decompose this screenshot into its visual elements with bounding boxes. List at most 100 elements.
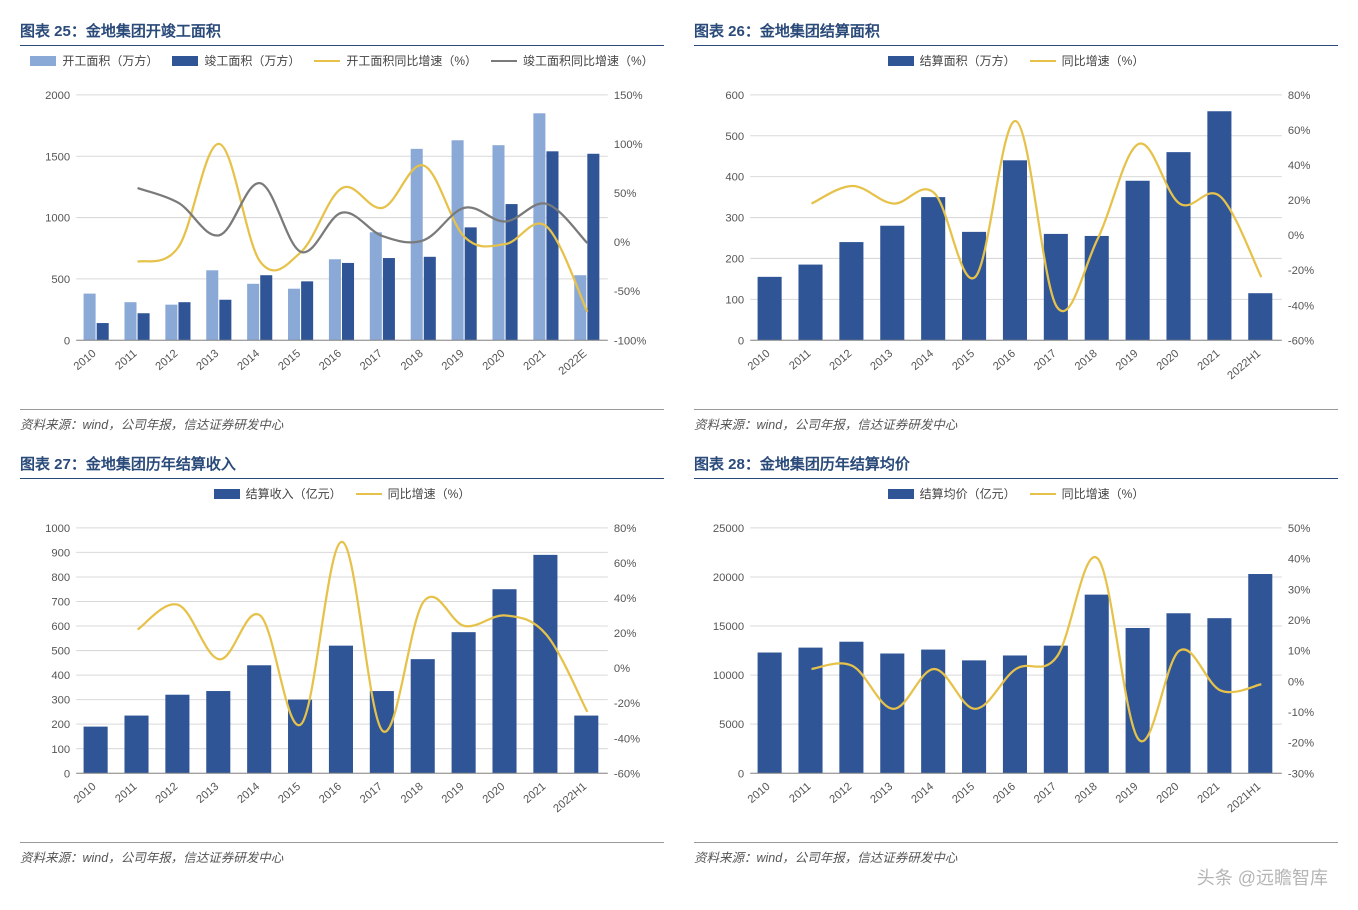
legend-bar-swatch	[888, 489, 914, 499]
legend-bar-swatch	[172, 56, 198, 66]
chart-title: 图表 26：金地集团结算面积	[694, 20, 1338, 46]
svg-text:1500: 1500	[45, 151, 70, 163]
svg-text:15000: 15000	[713, 621, 744, 633]
chart-title: 图表 25：金地集团开竣工面积	[20, 20, 664, 46]
chart-svg-25: 0500100015002000-100%-50%0%50%100%150%20…	[20, 73, 664, 403]
svg-text:2015: 2015	[950, 348, 977, 373]
chart-panel-25: 图表 25：金地集团开竣工面积 开工面积（万方） 竣工面积（万方） 开工面积同比增速…	[20, 20, 664, 433]
svg-text:0: 0	[64, 768, 70, 780]
svg-text:20000: 20000	[713, 572, 744, 584]
svg-text:50%: 50%	[1288, 523, 1311, 535]
svg-text:150%: 150%	[614, 90, 643, 102]
svg-text:2013: 2013	[868, 781, 895, 806]
svg-text:500: 500	[51, 646, 70, 658]
svg-text:-40%: -40%	[614, 733, 640, 745]
svg-text:40%: 40%	[614, 593, 637, 605]
svg-text:2020: 2020	[481, 781, 508, 806]
svg-text:300: 300	[51, 695, 70, 707]
svg-text:-20%: -20%	[1288, 738, 1314, 750]
legend-item: 竣工面积（万方）	[172, 52, 300, 69]
legend-line-swatch	[1030, 60, 1056, 62]
legend-label: 竣工面积同比增速（%）	[523, 52, 654, 69]
svg-text:-10%: -10%	[1288, 707, 1314, 719]
legend-label: 同比增速（%）	[1062, 485, 1145, 502]
svg-text:80%: 80%	[1288, 90, 1311, 102]
legend-line-swatch	[314, 60, 340, 62]
svg-text:2010: 2010	[746, 348, 773, 373]
svg-text:900: 900	[51, 548, 70, 560]
svg-text:2013: 2013	[868, 348, 895, 373]
legend-bar-swatch	[30, 56, 56, 66]
svg-text:0: 0	[738, 335, 744, 347]
svg-text:40%: 40%	[1288, 554, 1311, 566]
svg-text:200: 200	[51, 719, 70, 731]
svg-text:2016: 2016	[317, 348, 344, 373]
svg-text:2020: 2020	[481, 348, 508, 373]
source-text: 资料来源：wind，公司年报，信达证券研发中心	[694, 842, 1338, 866]
chart-panel-28: 图表 28：金地集团历年结算均价 结算均价（亿元）同比增速（%） 0500010…	[694, 453, 1338, 866]
svg-text:2021: 2021	[1196, 781, 1223, 806]
svg-text:0%: 0%	[614, 237, 630, 249]
svg-text:2010: 2010	[746, 781, 773, 806]
svg-text:2021H1: 2021H1	[1225, 781, 1263, 815]
svg-text:200: 200	[725, 254, 744, 266]
svg-text:0: 0	[738, 768, 744, 780]
legend-label: 开工面积（万方）	[62, 52, 158, 69]
legend-label: 同比增速（%）	[1062, 52, 1145, 69]
svg-text:400: 400	[51, 670, 70, 682]
svg-text:2022E: 2022E	[557, 347, 590, 377]
legend-label: 竣工面积（万方）	[204, 52, 300, 69]
svg-text:0%: 0%	[614, 663, 630, 675]
svg-text:-30%: -30%	[1288, 768, 1314, 780]
svg-text:-40%: -40%	[1288, 300, 1314, 312]
svg-text:2016: 2016	[317, 781, 344, 806]
svg-text:2016: 2016	[991, 348, 1018, 373]
source-text: 资料来源：wind，公司年报，信达证券研发中心	[694, 409, 1338, 433]
svg-text:2014: 2014	[909, 348, 936, 373]
svg-text:2018: 2018	[399, 781, 426, 806]
svg-text:2013: 2013	[194, 781, 221, 806]
svg-text:80%: 80%	[614, 523, 637, 535]
legend-item: 同比增速（%）	[1030, 52, 1145, 69]
svg-text:2011: 2011	[787, 781, 813, 806]
svg-text:1000: 1000	[45, 213, 70, 225]
svg-text:-20%: -20%	[1288, 265, 1314, 277]
chart-title: 图表 27：金地集团历年结算收入	[20, 453, 664, 479]
legend-label: 结算面积（万方）	[920, 52, 1016, 69]
svg-text:2017: 2017	[358, 348, 385, 373]
svg-text:60%: 60%	[614, 558, 637, 570]
svg-text:2014: 2014	[235, 781, 262, 806]
svg-text:2020: 2020	[1155, 348, 1182, 373]
svg-text:500: 500	[725, 131, 744, 143]
svg-text:2022H1: 2022H1	[1225, 348, 1263, 382]
svg-text:2015: 2015	[276, 348, 303, 373]
chart-panel-27: 图表 27：金地集团历年结算收入 结算收入（亿元）同比增速（%） 0100200…	[20, 453, 664, 866]
legend-bar-swatch	[888, 56, 914, 66]
svg-text:600: 600	[51, 621, 70, 633]
svg-text:-60%: -60%	[614, 768, 640, 780]
legend-label: 开工面积同比增速（%）	[346, 52, 477, 69]
svg-text:2021: 2021	[522, 781, 549, 806]
svg-text:2017: 2017	[1032, 348, 1059, 373]
legend-item: 竣工面积同比增速（%）	[491, 52, 654, 69]
svg-text:2022H1: 2022H1	[551, 781, 589, 815]
legend-label: 同比增速（%）	[388, 485, 471, 502]
legend: 结算面积（万方） 同比增速（%）	[694, 52, 1338, 69]
legend-item: 结算均价（亿元）	[888, 485, 1016, 502]
svg-text:2016: 2016	[991, 781, 1018, 806]
svg-text:2019: 2019	[1114, 781, 1141, 806]
svg-text:2015: 2015	[276, 781, 303, 806]
svg-text:2014: 2014	[235, 348, 262, 373]
svg-text:10%: 10%	[1288, 646, 1311, 658]
svg-text:20%: 20%	[614, 628, 637, 640]
svg-text:20%: 20%	[1288, 195, 1311, 207]
svg-text:20%: 20%	[1288, 615, 1311, 627]
svg-text:2021: 2021	[522, 348, 549, 373]
svg-text:2015: 2015	[950, 781, 977, 806]
svg-text:2020: 2020	[1155, 781, 1182, 806]
legend-bar-swatch	[214, 489, 240, 499]
svg-text:-60%: -60%	[1288, 335, 1314, 347]
legend-line-swatch	[491, 60, 517, 62]
svg-text:10000: 10000	[713, 670, 744, 682]
svg-text:60%: 60%	[1288, 125, 1311, 137]
